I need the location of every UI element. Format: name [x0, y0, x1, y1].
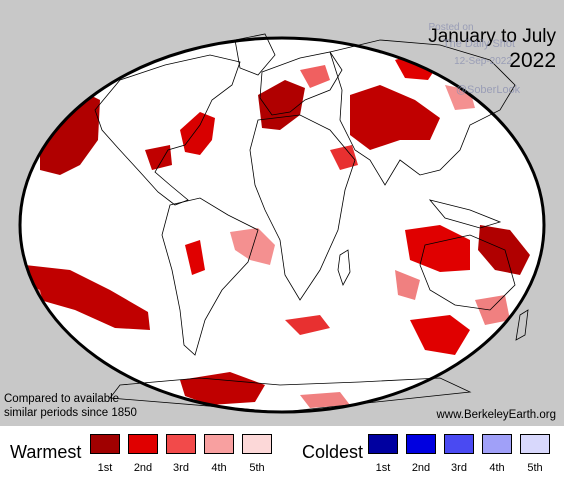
legend-cold-rank-4: 4th [489, 462, 505, 474]
continent-greenland [234, 33, 276, 76]
legend-warm-rank-4: 4th [211, 462, 227, 474]
legend: Warmest 1st 2nd 3rd 4th 5th Coldest 1st … [0, 426, 564, 480]
legend-cold-swatch-1 [368, 434, 398, 454]
continent-europe [259, 51, 343, 116]
continent-australia [419, 234, 516, 311]
region-antarctic [180, 372, 265, 405]
legend-warm-swatch-1 [90, 434, 120, 454]
region-asia [350, 85, 440, 150]
continent-north-america [94, 54, 241, 206]
continent-africa [249, 114, 356, 301]
world-map [18, 33, 546, 414]
new-zealand [515, 309, 529, 341]
region-south-pacific [25, 265, 150, 330]
legend-warm-rank-3: 3rd [173, 462, 189, 474]
region-antarctic-light [300, 392, 350, 408]
globe-border [18, 36, 546, 414]
watermark-handle: @SoberLook [455, 84, 521, 96]
legend-cold-rank-3: 3rd [451, 462, 467, 474]
footnote: Compared to available similar periods si… [4, 393, 137, 419]
region-gulf [145, 145, 172, 170]
region-south-indian-light [395, 270, 420, 300]
legend-cold-swatch-5 [520, 434, 550, 454]
legend-warm-label: Warmest [10, 442, 82, 462]
region-north-america-east [180, 112, 215, 155]
legend-cold-swatch-3 [444, 434, 474, 454]
legend-cold-rank-1: 1st [375, 462, 391, 474]
region-south-pacific-east [475, 295, 510, 325]
legend-warm-swatch-3 [166, 434, 196, 454]
coastlines [94, 33, 529, 413]
region-middle-east [330, 145, 358, 170]
watermark-date: 12-Sep-2022 [454, 56, 512, 67]
legend-warm-swatch-2 [128, 434, 158, 454]
madagascar [337, 249, 351, 287]
region-europe-light [300, 65, 330, 88]
watermark-source: The Daily Shot [442, 38, 516, 50]
region-tasman [410, 315, 470, 355]
legend-warm-rank-5: 5th [249, 462, 265, 474]
continent-antarctica [109, 377, 472, 413]
legend-warm-rank-1: 1st [97, 462, 113, 474]
legend-warm-swatch-5 [242, 434, 272, 454]
islands-indonesia [428, 199, 502, 229]
legend-cold-swatch-2 [406, 434, 436, 454]
legend-warm-swatch-4 [204, 434, 234, 454]
region-south-america [185, 240, 205, 275]
legend-cold-rank-2: 2nd [411, 462, 431, 474]
legend-cold-label: Coldest [302, 442, 364, 462]
continent-south-america [161, 197, 259, 356]
region-europe [258, 80, 305, 130]
legend-cold-swatch-4 [482, 434, 512, 454]
credit-link[interactable]: www.BerkeleyEarth.org [436, 409, 556, 421]
map-year: 2022 [509, 49, 556, 72]
legend-warm-rank-2: 2nd [133, 462, 153, 474]
region-agulhas [285, 315, 330, 335]
watermark-posted: Posted on [428, 22, 474, 33]
continent-asia [329, 39, 516, 186]
map-title: January to July [428, 26, 556, 47]
legend-cold-rank-5: 5th [527, 462, 543, 474]
